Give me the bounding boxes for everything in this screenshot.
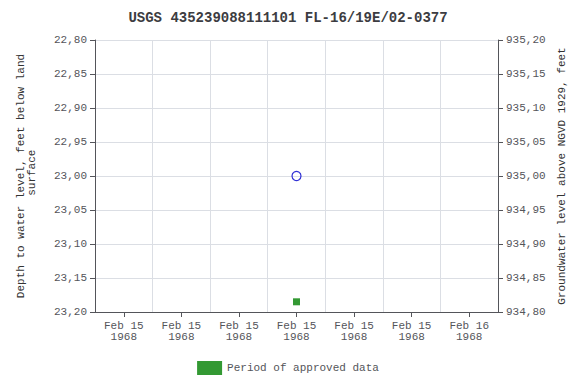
svg-text:USGS 435239088111101 FL-16/19E: USGS 435239088111101 FL-16/19E/02-0377 [128,10,447,26]
svg-text:1968: 1968 [168,331,194,343]
svg-text:Feb 15: Feb 15 [104,319,144,332]
svg-text:935,20: 935,20 [506,34,546,46]
svg-text:23,00: 23,00 [54,170,87,182]
svg-text:934,90: 934,90 [506,238,546,250]
svg-text:1968: 1968 [226,331,252,343]
svg-text:Feb 15: Feb 15 [219,319,259,332]
svg-text:935,05: 935,05 [506,136,546,148]
svg-text:1968: 1968 [341,331,367,343]
svg-text:Groundwater level above NGVD 1: Groundwater level above NGVD 1929, feet [556,47,568,304]
svg-text:934,80: 934,80 [506,306,546,318]
svg-text:934,85: 934,85 [506,272,546,284]
svg-text:22,80: 22,80 [54,34,87,46]
svg-text:22,85: 22,85 [54,68,87,80]
svg-text:934,95: 934,95 [506,204,546,216]
svg-text:1968: 1968 [456,331,482,343]
svg-text:935,00: 935,00 [506,170,546,182]
svg-text:22,90: 22,90 [54,102,87,114]
svg-text:Feb 15: Feb 15 [334,319,374,332]
svg-text:935,15: 935,15 [506,68,546,80]
svg-text:Feb 16: Feb 16 [449,319,489,332]
svg-text:23,20: 23,20 [54,306,87,318]
svg-text:23,10: 23,10 [54,238,87,250]
svg-text:1968: 1968 [398,331,424,343]
svg-text:Feb 15: Feb 15 [391,319,432,332]
svg-text:Depth to water level, feet bel: Depth to water level, feet below land [14,53,27,299]
svg-text:23,15: 23,15 [54,272,87,284]
svg-text:Period of approved data: Period of approved data [227,362,379,374]
svg-text:surface: surface [26,150,38,203]
svg-text:1968: 1968 [283,331,309,343]
svg-text:23,05: 23,05 [54,204,87,216]
svg-text:935,10: 935,10 [506,102,546,114]
svg-text:Feb 15: Feb 15 [161,319,202,332]
svg-text:1968: 1968 [111,331,137,343]
svg-text:22,95: 22,95 [54,136,87,148]
svg-text:Feb 15: Feb 15 [276,319,317,332]
